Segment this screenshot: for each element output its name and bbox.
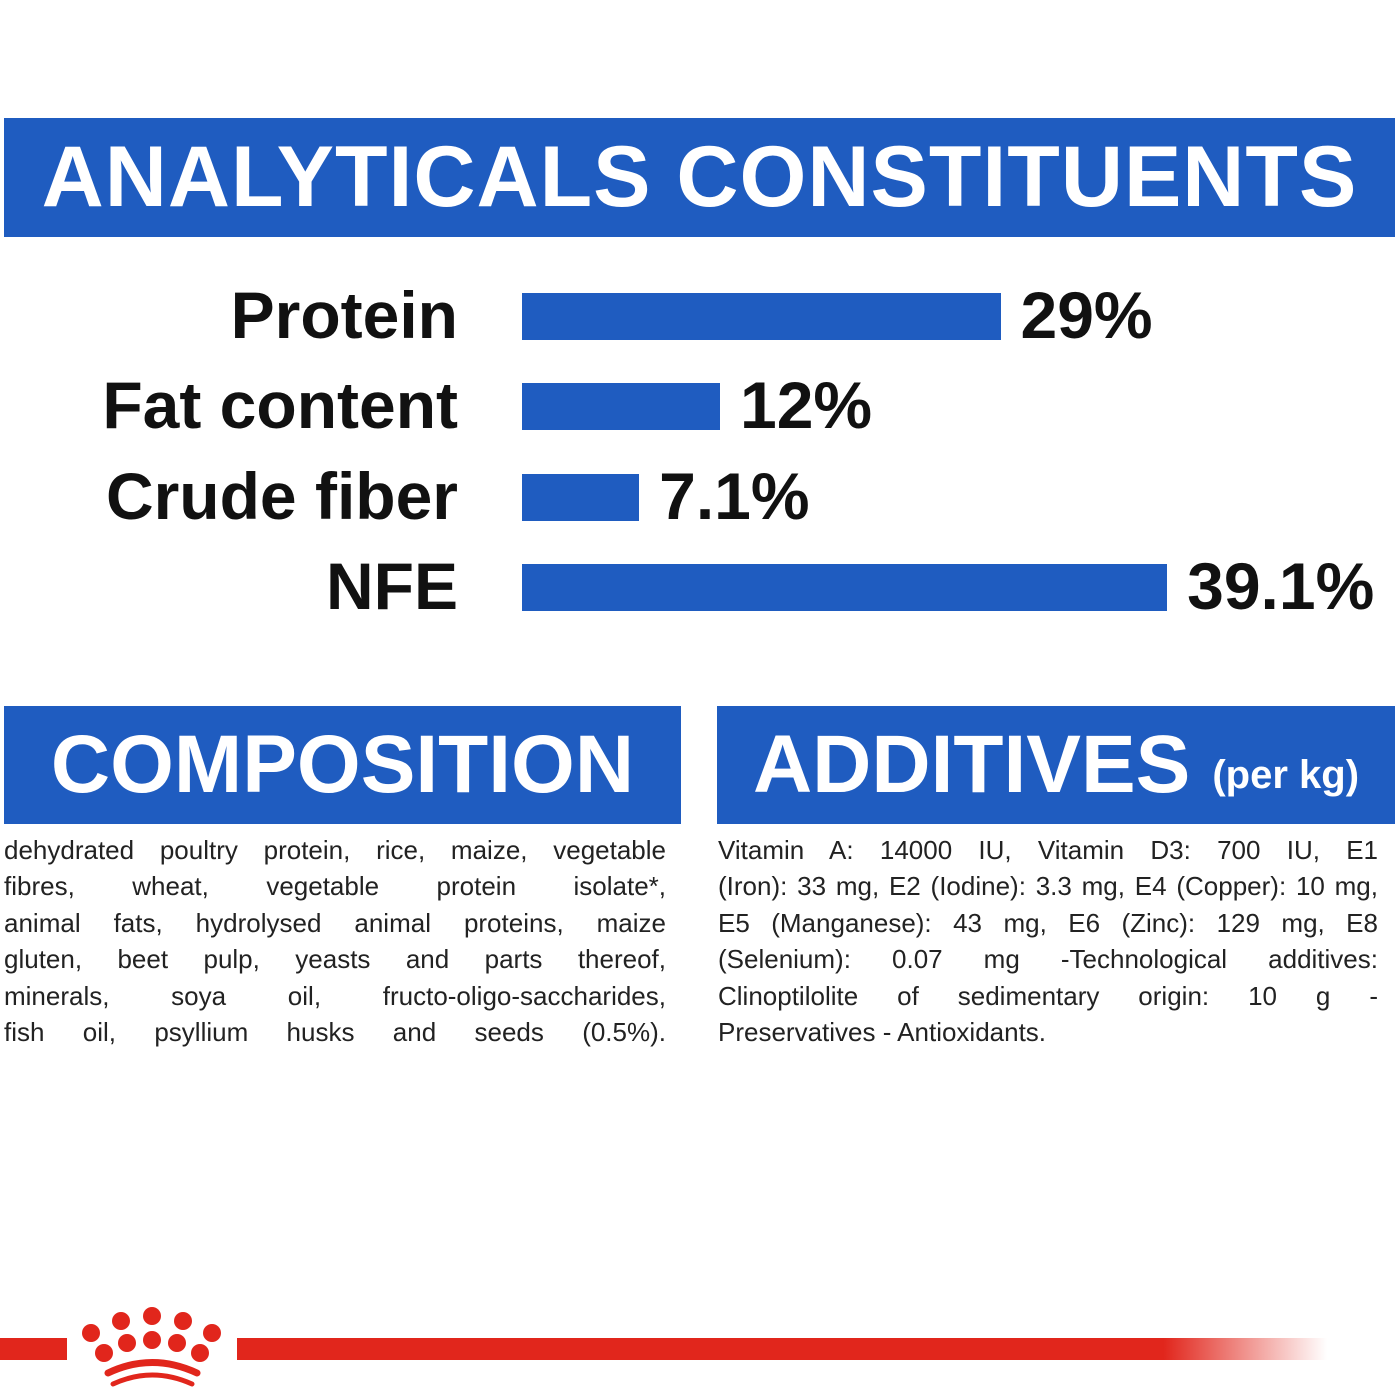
analyticals-header: ANALYTICALS CONSTITUENTS <box>4 118 1395 237</box>
value-label: 39.1% <box>1187 549 1375 623</box>
composition-line: fibres, wheat, vegetable protein isolate… <box>4 871 666 902</box>
bar <box>522 383 720 430</box>
bar-row: Fat content 12% <box>0 360 1400 450</box>
category-label: Fat content <box>102 368 458 442</box>
composition-text: dehydrated poultry protein, rice, maize,… <box>4 832 666 1050</box>
category-label: Crude fiber <box>105 459 458 533</box>
bar <box>522 474 640 521</box>
value-label: 29% <box>1020 278 1153 352</box>
red-stripe-left <box>0 1338 67 1360</box>
bar-row: NFE 39.1% <box>0 541 1400 631</box>
additives-line: E5 (Manganese): 43 mg, E6 (Zinc): 129 mg… <box>718 907 1378 938</box>
additives-line: Vitamin A: 14000 IU, Vitamin D3: 700 IU,… <box>718 835 1378 865</box>
category-label: Protein <box>230 278 458 352</box>
composition-line: dehydrated poultry protein, rice, maize,… <box>4 835 666 865</box>
composition-line: minerals, soya oil, fructo-oligo-sacchar… <box>4 980 666 1011</box>
additives-line: (Iron): 33 mg, E2 (Iodine): 3.3 mg, E4 (… <box>718 871 1378 902</box>
composition-line: animal fats, hydrolysed animal proteins,… <box>4 907 666 938</box>
composition-header: COMPOSITION <box>4 706 681 824</box>
additives-title: ADDITIVES <box>752 719 1191 810</box>
analyticals-title: ANALYTICALS CONSTITUENTS <box>41 129 1358 225</box>
value-label: 7.1% <box>659 459 810 533</box>
composition-line: fish oil, psyllium husks and seeds (0.5%… <box>4 1017 666 1048</box>
additives-line: Clinoptilolite of sedimentary origin: 10… <box>718 980 1378 1011</box>
additives-line: Preservatives - Antioxidants. <box>718 1017 1047 1048</box>
value-label: 12% <box>740 368 873 442</box>
composition-title: COMPOSITION <box>50 719 635 810</box>
bar <box>522 293 1001 340</box>
additives-subtitle: (per kg) <box>1212 752 1360 797</box>
additives-line: (Selenium): 0.07 mg -Technological addit… <box>718 944 1378 975</box>
additives-header: ADDITIVES (per kg) <box>717 706 1395 824</box>
red-stripe-right <box>237 1338 1327 1360</box>
bar-row: Protein 29% <box>0 270 1400 360</box>
bar-row: Crude fiber 7.1% <box>0 451 1400 541</box>
composition-line: gluten, beet pulp, yeasts and parts ther… <box>4 944 666 975</box>
brand-footer <box>0 1307 1327 1387</box>
additives-text: Vitamin A: 14000 IU, Vitamin D3: 700 IU,… <box>718 832 1378 1050</box>
category-label: NFE <box>326 549 458 623</box>
bar <box>522 564 1168 611</box>
crown-logo-icon <box>82 1307 221 1387</box>
